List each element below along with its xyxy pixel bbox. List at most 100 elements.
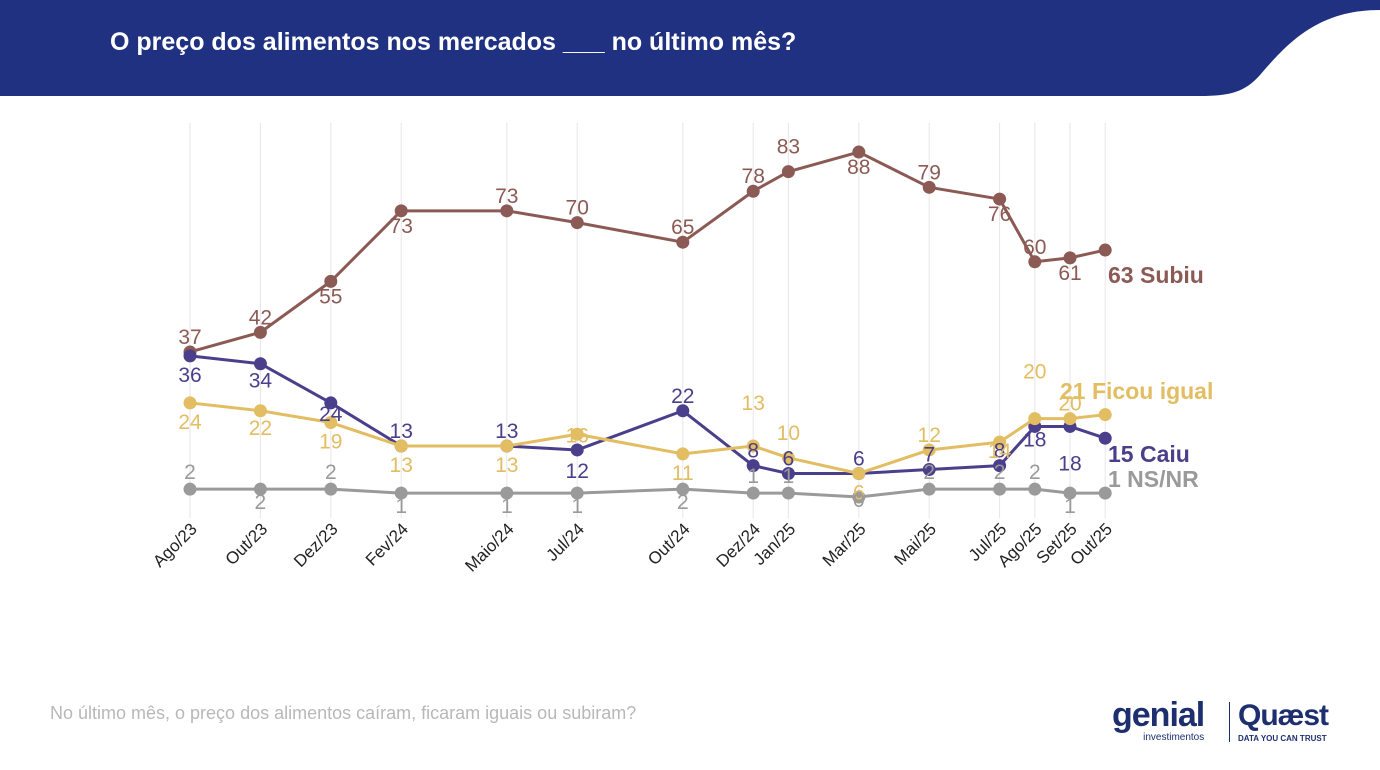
data-point (746, 486, 760, 500)
data-label: 13 (742, 392, 765, 415)
x-tick-label: Mai/25 (891, 519, 941, 569)
data-label: 14 (988, 440, 1012, 463)
series-lines (183, 145, 1112, 504)
data-label: 13 (390, 420, 413, 443)
data-point (922, 463, 936, 477)
data-point (570, 427, 584, 441)
quaest-logo-text: Quæst (1238, 699, 1329, 732)
data-label: 12 (566, 460, 589, 483)
data-point (253, 482, 267, 496)
data-point (993, 482, 1007, 496)
x-tick-label: Maio/24 (461, 519, 517, 575)
genial-logo-sub: investimentos (1143, 732, 1205, 743)
data-label: 12 (918, 424, 941, 447)
end-label-caiu: 15 Caiu (1108, 441, 1190, 467)
data-point (781, 165, 795, 179)
quaest-logo: Quæst DATA YOU CAN TRUST (1238, 699, 1329, 744)
x-axis-ticks: Ago/23 Out/23 Dez/23 Fev/24 Maio/24 Jul/24 Out… (149, 519, 1116, 575)
data-label: 1 (571, 495, 583, 518)
data-label: 18 (1058, 452, 1081, 475)
data-label: 6 (853, 481, 865, 504)
data-point (1098, 243, 1112, 257)
data-point (570, 216, 584, 230)
data-label: 2 (325, 461, 337, 484)
end-label-subiu: 63 Subiu (1108, 262, 1204, 288)
data-label: 88 (847, 156, 870, 179)
data-label: 76 (988, 203, 1011, 226)
data-point (183, 396, 197, 410)
header-shape (0, 0, 1380, 96)
data-label: 2 (677, 491, 689, 514)
data-label: 6 (853, 447, 865, 470)
data-label: 20 (1058, 393, 1081, 416)
data-label: 10 (777, 422, 800, 445)
data-point (676, 482, 690, 496)
data-point (993, 192, 1007, 206)
data-point (1063, 412, 1077, 426)
data-point (500, 204, 514, 218)
data-point (500, 486, 514, 500)
quaest-logo-sub: DATA YOU CAN TRUST (1238, 734, 1327, 743)
data-label: 73 (390, 215, 413, 238)
data-label: 2 (184, 461, 196, 484)
data-point (324, 482, 338, 496)
data-point (253, 357, 267, 371)
data-point (1028, 482, 1042, 496)
data-point (922, 180, 936, 194)
data-point (500, 439, 514, 453)
data-label: 60 (1023, 236, 1046, 259)
x-tick-label: Dez/23 (290, 519, 342, 571)
data-point (1098, 408, 1112, 422)
data-label: 8 (994, 440, 1006, 463)
data-point (781, 451, 795, 465)
data-point (746, 439, 760, 453)
data-label: 36 (178, 364, 201, 387)
data-label: 2 (923, 461, 935, 484)
data-label: 70 (566, 197, 589, 220)
data-label: 0 (853, 489, 865, 512)
data-label: 73 (495, 185, 518, 208)
data-label: 1 (501, 495, 513, 518)
x-tick-label: Fev/24 (362, 519, 412, 569)
data-label: 55 (319, 285, 342, 308)
data-point (1028, 412, 1042, 426)
data-label: 2 (1029, 461, 1041, 484)
data-point (1028, 255, 1042, 269)
data-point (993, 459, 1007, 473)
data-point (394, 204, 408, 218)
data-point (394, 486, 408, 500)
logo-divider (1229, 702, 1230, 742)
data-point (746, 184, 760, 198)
data-point (324, 416, 338, 430)
data-label: 83 (777, 136, 800, 159)
x-tick-label: Mar/25 (819, 519, 870, 570)
data-label: 11 (672, 462, 694, 485)
data-point (1098, 486, 1112, 500)
data-point (1063, 251, 1077, 265)
data-label: 19 (319, 431, 342, 454)
data-point (676, 235, 690, 249)
x-tick-label: Jul/24 (543, 519, 589, 565)
data-label: 22 (249, 417, 272, 440)
x-tick-label: Out/23 (222, 519, 272, 569)
data-label: 1 (395, 495, 407, 518)
data-point (253, 404, 267, 418)
data-label: 24 (319, 403, 343, 426)
data-label: 65 (671, 216, 694, 239)
data-label: 2 (994, 461, 1006, 484)
data-label: 42 (249, 306, 272, 329)
data-label: 1 (1064, 495, 1076, 518)
data-point (324, 396, 338, 410)
data-label: 13 (495, 420, 518, 443)
data-point (746, 459, 760, 473)
end-label-ficou-igual: 21 Ficou igual (1060, 378, 1213, 404)
data-label: 8 (747, 440, 759, 463)
data-point (676, 404, 690, 418)
genial-logo: genial investimentos (1112, 698, 1205, 743)
survey-question: No último mês, o preço dos alimentos caí… (50, 703, 637, 723)
data-label: 16 (566, 424, 589, 447)
series-line-subiu (189, 150, 1106, 354)
data-point (324, 274, 338, 288)
